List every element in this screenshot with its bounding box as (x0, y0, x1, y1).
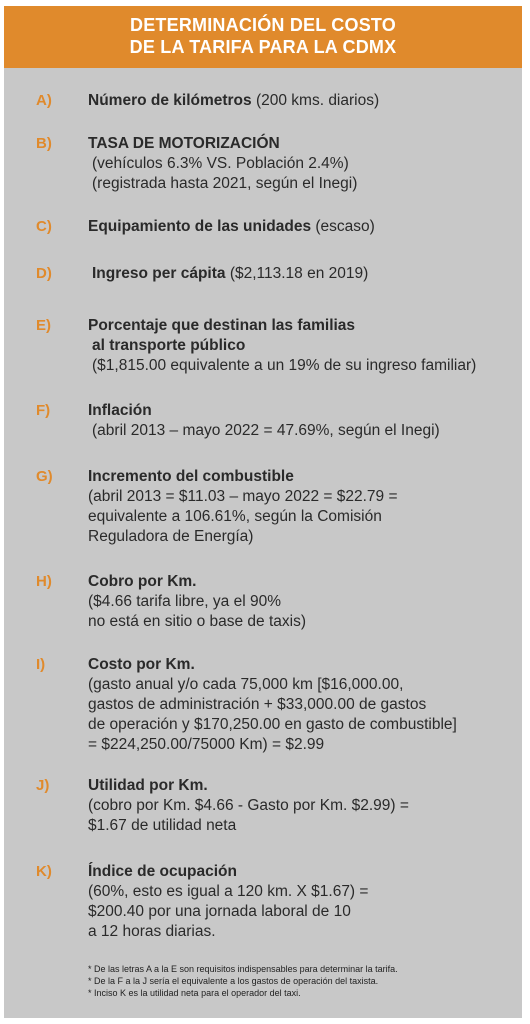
item-title: Equipamiento de las unidades (88, 218, 312, 235)
item-line: ($4.66 tarifa libre, ya el 90% (88, 593, 281, 610)
item-title: Índice de ocupación (88, 863, 237, 880)
item-content: Inflación (abril 2013 – mayo 2022 = 47.6… (88, 401, 518, 441)
item-line: ($1,815.00 equivalente a un 19% de su in… (92, 357, 477, 374)
item-content: Cobro por Km. ($4.66 tarifa libre, ya el… (88, 572, 518, 632)
item-line: (abril 2013 – mayo 2022 = 47.69%, según … (92, 422, 440, 439)
item-title: Ingreso per cápita (92, 265, 226, 282)
item-title: Número de kilómetros (88, 92, 252, 109)
item-letter: C) (36, 218, 52, 235)
item-content: Costo por Km. (gasto anual y/o cada 75,0… (88, 655, 518, 755)
item-line: de operación y $170,250.00 en gasto de c… (88, 716, 457, 733)
item-line: (cobro por Km. $4.66 - Gasto por Km. $2.… (88, 797, 409, 814)
footnote: * De la F a la J sería el equivalente a … (88, 976, 379, 986)
item-line: equivalente a 106.61%, según la Comisión (88, 508, 382, 525)
item-inline: ($2,113.18 en 2019) (225, 265, 369, 282)
item-letter: E) (36, 317, 51, 334)
item-line: (registrada hasta 2021, según el Inegi) (92, 175, 358, 192)
footnotes: * De las letras A a la E son requisitos … (88, 963, 518, 999)
item-letter: G) (36, 468, 53, 485)
item-letter: I) (36, 656, 46, 673)
item-letter: H) (36, 573, 52, 590)
item-content: Porcentaje que destinan las familias al … (88, 316, 518, 376)
header-title-line-1: DETERMINACIÓN DEL COSTO (130, 15, 396, 35)
item-line: a 12 horas diarias. (88, 923, 216, 940)
item-letter: F) (36, 402, 51, 419)
item-letter: A) (36, 92, 52, 109)
item-letter: D) (36, 265, 52, 282)
item-content: Utilidad por Km. (cobro por Km. $4.66 - … (88, 776, 518, 836)
item-line: (abril 2013 = $11.03 – mayo 2022 = $22.7… (88, 488, 398, 505)
item-line: $1.67 de utilidad neta (88, 817, 237, 834)
item-line: $200.40 por una jornada laboral de 10 (88, 903, 351, 920)
item-letter: K) (36, 863, 52, 880)
item-line: (vehículos 6.3% VS. Población 2.4%) (92, 155, 349, 172)
item-content: Número de kilómetros (200 kms. diarios) (88, 91, 518, 111)
item-title: TASA DE MOTORIZACIÓN (88, 135, 280, 152)
item-line: = $224,250.00/75000 Km) = $2.99 (88, 736, 325, 753)
item-line: gastos de administración + $33,000.00 de… (88, 696, 427, 713)
item-content: Índice de ocupación (60%, esto es igual … (88, 862, 518, 942)
item-line: no está en sitio o base de taxis) (88, 613, 306, 630)
item-line: (60%, esto es igual a 120 km. X $1.67) = (88, 883, 369, 900)
footnote: * Inciso K es la utilidad neta para el o… (88, 988, 301, 998)
item-line: (gasto anual y/o cada 75,000 km [$16,000… (88, 676, 404, 693)
header-title-line-2: DE LA TARIFA PARA LA CDMX (129, 37, 397, 57)
item-inline: (escaso) (311, 218, 375, 235)
item-letter: J) (36, 777, 50, 794)
item-letter: B) (36, 135, 52, 152)
item-title: Incremento del combustible (88, 468, 294, 485)
item-inline: (200 kms. diarios) (251, 92, 380, 109)
item-title: Costo por Km. (88, 656, 195, 673)
item-title: Utilidad por Km. (88, 777, 208, 794)
item-content: Equipamiento de las unidades (escaso) (88, 217, 518, 237)
item-content: Incremento del combustible (abril 2013 =… (88, 467, 518, 547)
item-title: Inflación (88, 402, 152, 419)
item-content: TASA DE MOTORIZACIÓN (vehículos 6.3% VS.… (88, 134, 518, 194)
tariff-card: DETERMINACIÓN DEL COSTO DE LA TARIFA PAR… (4, 6, 522, 1018)
item-content: Ingreso per cápita ($2,113.18 en 2019) (92, 264, 522, 284)
header-banner: DETERMINACIÓN DEL COSTO DE LA TARIFA PAR… (4, 6, 522, 68)
item-title: Porcentaje que destinan las familias (88, 317, 356, 334)
footnote: * De las letras A a la E son requisitos … (88, 964, 398, 974)
item-title-line-2: al transporte público (92, 337, 246, 354)
item-line: Reguladora de Energía) (88, 528, 254, 545)
item-title: Cobro por Km. (88, 573, 197, 590)
